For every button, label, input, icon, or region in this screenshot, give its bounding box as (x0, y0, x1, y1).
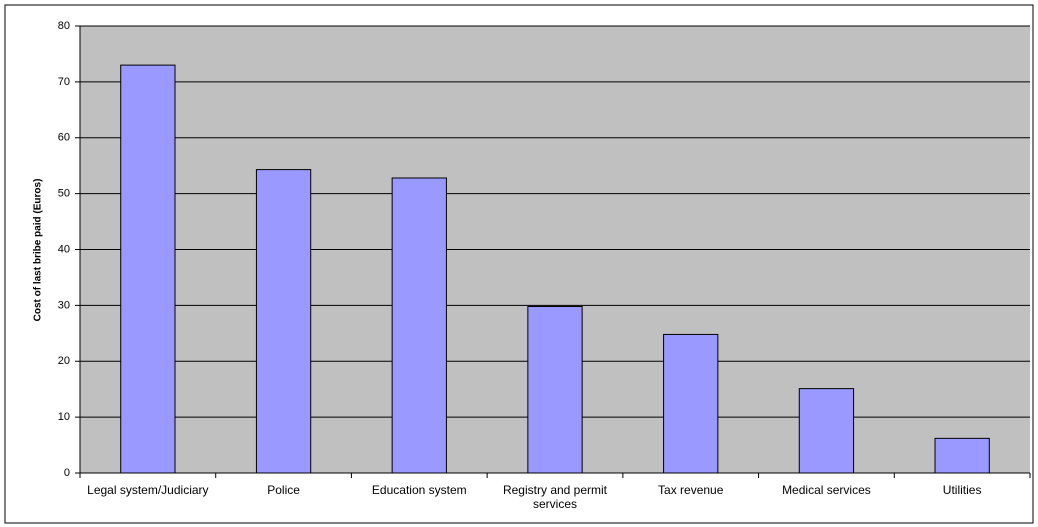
bar (120, 64, 176, 474)
y-tick-label: 70 (58, 76, 70, 88)
x-tick-label: Tax revenue (658, 483, 724, 497)
x-tick-label: Police (267, 483, 300, 497)
bar (663, 333, 719, 474)
x-tick-label: Registry and permit services (502, 483, 608, 511)
x-tick-label: Utilities (942, 483, 982, 497)
bar (255, 169, 312, 474)
bar (527, 305, 583, 474)
y-tick-label: 0 (64, 467, 70, 479)
y-axis-label: Cost of last bribe paid (Euros) (33, 179, 44, 322)
y-tick-label: 30 (58, 299, 70, 311)
y-tick-label: 20 (58, 355, 70, 367)
x-tick-label: Education system (371, 483, 467, 497)
bar (391, 177, 447, 474)
y-tick-label: 50 (58, 188, 70, 200)
x-tick-label: Legal system/Judiciary (87, 483, 209, 497)
x-tick-label: Medical services (782, 483, 871, 497)
bar (934, 437, 990, 474)
y-tick-label: 40 (58, 243, 70, 255)
y-tick-label: 80 (58, 20, 70, 32)
y-tick-label: 10 (58, 411, 70, 423)
bar (798, 388, 855, 474)
y-tick-label: 60 (58, 132, 70, 144)
